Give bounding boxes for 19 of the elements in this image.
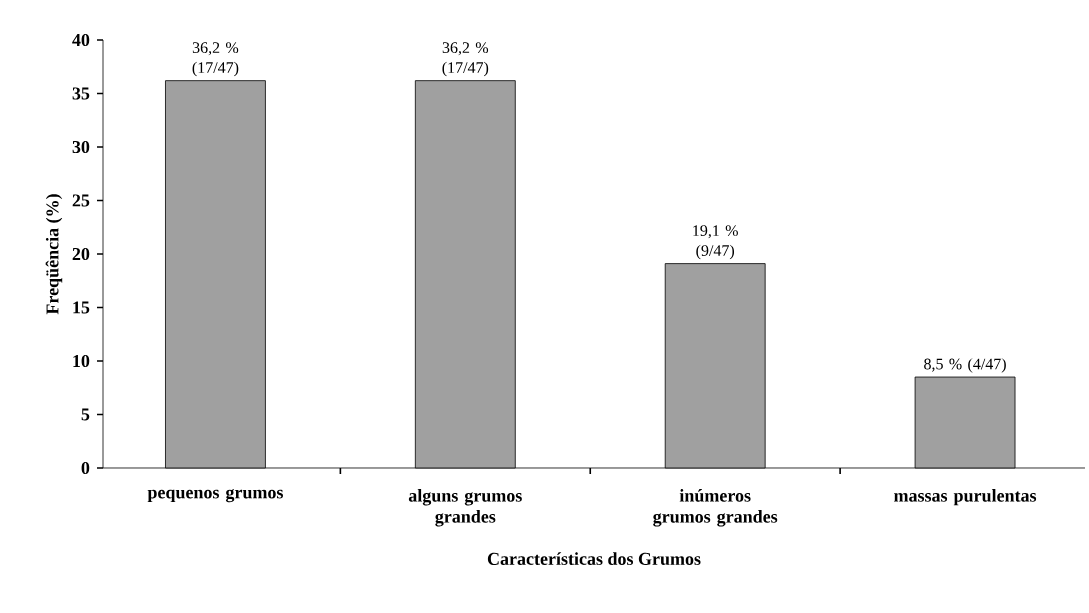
- x-tick-label: massas purulentas: [894, 489, 1037, 506]
- y-tick-label: 20: [72, 247, 90, 261]
- x-tick-label: inúmeros grumos grandes: [653, 489, 778, 527]
- data-label: 8,5 % (4/47): [924, 358, 1006, 373]
- y-tick-label: 5: [81, 408, 90, 421]
- y-tick-label: 30: [72, 140, 90, 154]
- y-tick-label: 15: [73, 301, 90, 314]
- y-tick-label: 25: [72, 194, 90, 207]
- y-axis-title: Freqüência (%): [45, 194, 63, 315]
- data-label: 36,2 % (17/47): [192, 42, 239, 77]
- y-tick-label: 35: [72, 87, 90, 100]
- y-tick-label: 10: [73, 354, 90, 368]
- x-tick-label: alguns grumos grandes: [408, 489, 522, 527]
- x-tick-label: pequenos grumos: [147, 489, 283, 503]
- data-label: 19,1 % (9/47): [693, 225, 738, 260]
- y-tick-label: 40: [72, 33, 90, 47]
- y-tick-label: 0: [81, 461, 90, 475]
- data-label: 36,2 % (17/47): [442, 42, 489, 77]
- x-axis-title: Características dos Grumos: [487, 552, 701, 565]
